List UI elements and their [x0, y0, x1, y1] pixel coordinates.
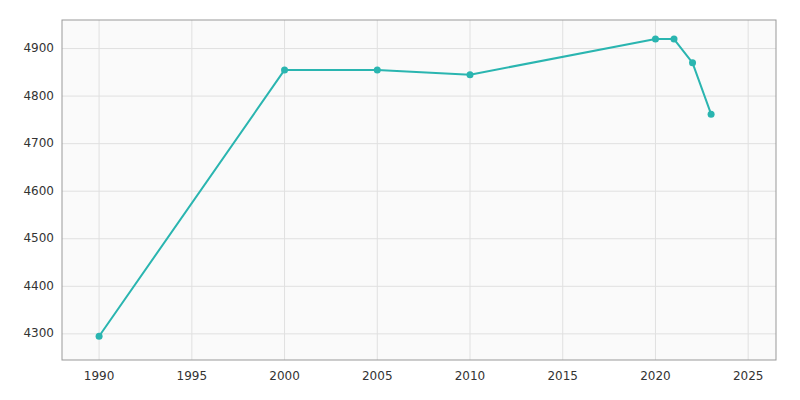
- grid-line-x: [99, 20, 100, 360]
- x-tick-label: 2010: [455, 369, 486, 383]
- grid-line-x: [655, 20, 656, 360]
- grid-line-y: [62, 238, 776, 239]
- chart: 1990 1995 2000 2005 2010 2015 2020 2025 4300 4400…: [0, 0, 800, 400]
- plot-frame: [62, 20, 776, 360]
- grid-line-x: [562, 20, 563, 360]
- x-tick-label: 1995: [177, 369, 208, 383]
- x-tick-label: 2005: [362, 369, 393, 383]
- marker: [708, 111, 715, 118]
- grid-line-x: [748, 20, 749, 360]
- y-tick-label: 4500: [23, 231, 54, 245]
- grid: [62, 20, 776, 360]
- x-tick-label: 2025: [733, 369, 764, 383]
- y-tick-label: 4400: [23, 279, 54, 293]
- x-tick-label: 2015: [547, 369, 578, 383]
- y-tick-label: 4800: [23, 89, 54, 103]
- x-tick-label: 2000: [269, 369, 300, 383]
- marker: [467, 71, 474, 78]
- x-tick-label: 2020: [640, 369, 671, 383]
- marker: [96, 333, 103, 340]
- marker: [374, 66, 381, 73]
- grid-line-y: [62, 286, 776, 287]
- y-tick-label: 4900: [23, 41, 54, 55]
- grid-line-y: [62, 96, 776, 97]
- grid-line-y: [62, 191, 776, 192]
- y-tick-label: 4700: [23, 136, 54, 150]
- plot-area: [62, 20, 776, 360]
- marker: [281, 66, 288, 73]
- grid-line-x: [191, 20, 192, 360]
- series: [96, 36, 715, 340]
- tick-labels: 1990 1995 2000 2005 2010 2015 2020 2025 4300 4400…: [23, 41, 763, 383]
- grid-line-x: [470, 20, 471, 360]
- x-tick-label: 1990: [84, 369, 115, 383]
- marker: [652, 36, 659, 43]
- y-tick-label: 4600: [23, 184, 54, 198]
- grid-line-y: [62, 48, 776, 49]
- grid-line-y: [62, 143, 776, 144]
- line: [99, 39, 711, 336]
- chart-container: 1990 1995 2000 2005 2010 2015 2020 2025 4300 4400…: [0, 0, 800, 400]
- grid-line-y: [62, 333, 776, 334]
- marker: [671, 36, 678, 43]
- y-tick-label: 4300: [23, 326, 54, 340]
- marker: [689, 59, 696, 66]
